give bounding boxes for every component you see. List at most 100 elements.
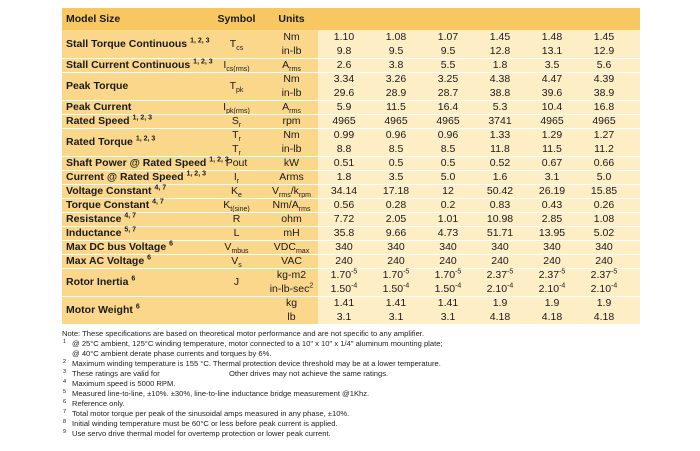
- symbol: Tr: [208, 142, 265, 157]
- value: 1.50-4: [422, 282, 474, 296]
- value: 2.85: [526, 212, 578, 226]
- text: 1.08: [385, 31, 407, 43]
- text: 1.50: [330, 283, 352, 295]
- text: 240: [387, 255, 405, 267]
- text: 4.18: [541, 311, 563, 323]
- unit: kg-m2: [265, 268, 318, 282]
- value: 1.01: [422, 212, 474, 226]
- sup: -5: [351, 268, 358, 276]
- text: 38.8: [489, 87, 511, 99]
- sup: -4: [351, 282, 358, 290]
- text: 34.14: [330, 185, 358, 197]
- sub: cs: [236, 45, 244, 53]
- value: 50.42: [474, 184, 526, 198]
- text: 1.6: [492, 171, 508, 183]
- value: 0.83: [474, 198, 526, 212]
- text: 3.25: [437, 73, 459, 85]
- note-text: Total motor torque per peak of the sinus…: [72, 409, 350, 418]
- unit: Nm: [265, 72, 318, 86]
- text: I: [223, 101, 227, 113]
- text: in-lb: [281, 45, 302, 57]
- unit: ohm: [265, 212, 318, 226]
- header-cell: Model Size: [66, 13, 121, 25]
- text: J: [233, 276, 240, 288]
- text: 5.3: [492, 101, 508, 113]
- symbol: L: [208, 226, 265, 240]
- sub: r: [238, 122, 242, 130]
- value: 1.41: [370, 296, 422, 310]
- text: 240: [595, 255, 613, 267]
- symbol: Kt(sine): [208, 198, 265, 213]
- value: 5.6: [578, 58, 630, 72]
- text: 0.43: [541, 199, 563, 211]
- text: 0.67: [541, 157, 563, 169]
- text: /k: [290, 185, 299, 197]
- text: lb: [287, 311, 296, 323]
- row-label: Rated Torque 1, 2, 3: [66, 135, 155, 149]
- sub: r: [236, 178, 240, 186]
- text: 12.8: [489, 45, 511, 57]
- value: 9.66: [370, 226, 422, 240]
- unit: Arms: [265, 58, 318, 73]
- text: 0.56: [333, 199, 355, 211]
- text: 340: [335, 241, 353, 253]
- text: 5.5: [440, 59, 456, 71]
- value: 3.1: [370, 310, 422, 324]
- text: K: [223, 199, 231, 211]
- row-label: Stall Torque Continuous 1, 2, 3: [66, 37, 210, 51]
- value: 2.10-4: [578, 282, 630, 296]
- sup: -4: [611, 282, 618, 290]
- value: 4.18: [526, 310, 578, 324]
- note-mark: 3: [63, 369, 67, 375]
- row-label: Rotor Inertia 6: [66, 275, 135, 289]
- row-label: Torque Constant 4, 7: [66, 198, 164, 212]
- text: 1.9: [596, 297, 612, 309]
- text: 11.8: [490, 143, 510, 155]
- text: 28.9: [385, 87, 407, 99]
- value: 16.8: [578, 100, 630, 114]
- text: in-lb: [281, 87, 302, 99]
- text: 0.96: [385, 129, 407, 141]
- value: 38.9: [578, 86, 630, 100]
- data-band: [318, 30, 640, 324]
- value: 11.8: [474, 142, 526, 156]
- value: 0.28: [370, 198, 422, 212]
- value: 0.26: [578, 198, 630, 212]
- value: 5.02: [578, 226, 630, 240]
- value: 9.8: [318, 44, 370, 58]
- text: 16.8: [593, 101, 615, 113]
- text: 240: [543, 255, 561, 267]
- value: 7.72: [318, 212, 370, 226]
- value: 240: [578, 254, 630, 268]
- text: 26.19: [538, 185, 566, 197]
- text: 50.42: [486, 185, 514, 197]
- value: 0.51: [318, 156, 370, 170]
- value: 4.18: [578, 310, 630, 324]
- symbol: Tcs: [208, 37, 265, 53]
- text: 340: [387, 241, 405, 253]
- row-label: Inductance 5, 7: [66, 226, 136, 240]
- value: 4.47: [526, 72, 578, 86]
- text: Arms: [279, 171, 304, 183]
- text: 0.51: [333, 157, 355, 169]
- value: 12: [422, 184, 474, 198]
- value: 1.50-4: [318, 282, 370, 296]
- symbol: Ke: [208, 184, 265, 199]
- value: 0.67: [526, 156, 578, 170]
- row-divider: [62, 100, 640, 101]
- value: 5.0: [578, 170, 630, 184]
- value: 4965: [578, 114, 630, 128]
- unit: Nm: [265, 128, 318, 142]
- text: 9.5: [388, 45, 404, 57]
- header-cell: Units: [278, 13, 305, 25]
- row-label: Max AC Voltage 6: [66, 254, 151, 268]
- text: 1.9: [544, 297, 560, 309]
- note-mark: 4: [63, 379, 67, 385]
- label-band: [62, 30, 318, 324]
- value: 12.8: [474, 44, 526, 58]
- value: 9.5: [370, 44, 422, 58]
- note-mark: 1: [63, 339, 67, 345]
- label-text: Voltage Constant: [66, 185, 152, 197]
- footnote-ref: 5, 7: [124, 226, 137, 234]
- row-divider: [62, 254, 640, 255]
